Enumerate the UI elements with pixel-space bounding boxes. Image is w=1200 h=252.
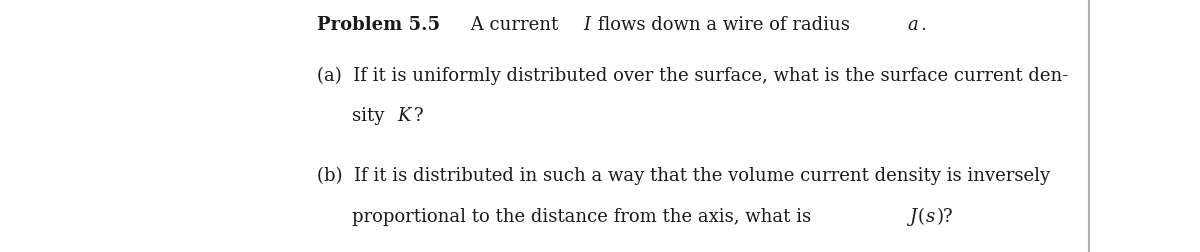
Text: (: (	[917, 208, 924, 226]
Text: A current: A current	[464, 16, 564, 34]
Text: a: a	[907, 16, 918, 34]
Text: sity: sity	[352, 107, 390, 125]
Text: J: J	[908, 208, 916, 226]
Text: I: I	[583, 16, 590, 34]
Text: .: .	[920, 16, 926, 34]
Text: proportional to the distance from the axis, what is: proportional to the distance from the ax…	[352, 208, 817, 226]
Text: )?: )?	[937, 208, 953, 226]
Text: Problem 5.5: Problem 5.5	[318, 16, 440, 34]
Text: flows down a wire of radius: flows down a wire of radius	[592, 16, 856, 34]
Text: s: s	[925, 208, 935, 226]
Text: K: K	[397, 107, 412, 125]
Text: (b)  If it is distributed in such a way that the volume current density is inver: (b) If it is distributed in such a way t…	[318, 167, 1050, 185]
Text: ?: ?	[414, 107, 424, 125]
Text: (a)  If it is uniformly distributed over the surface, what is the surface curren: (a) If it is uniformly distributed over …	[318, 66, 1069, 85]
